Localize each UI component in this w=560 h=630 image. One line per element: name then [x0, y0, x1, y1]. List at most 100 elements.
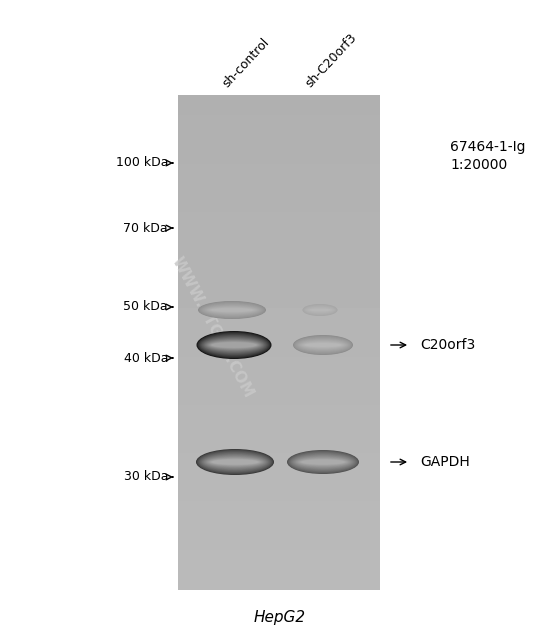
Ellipse shape: [199, 452, 270, 472]
Ellipse shape: [305, 306, 335, 314]
Ellipse shape: [304, 343, 342, 347]
Ellipse shape: [304, 306, 336, 314]
Ellipse shape: [209, 458, 261, 466]
Ellipse shape: [207, 457, 263, 467]
Text: WWW.PTGAB.COM: WWW.PTGAB.COM: [169, 255, 256, 401]
Ellipse shape: [210, 459, 260, 466]
Ellipse shape: [298, 458, 348, 466]
Ellipse shape: [294, 455, 352, 468]
Ellipse shape: [292, 454, 354, 470]
Ellipse shape: [196, 449, 274, 475]
Ellipse shape: [203, 304, 261, 316]
Ellipse shape: [202, 304, 262, 316]
Ellipse shape: [306, 307, 334, 313]
Ellipse shape: [307, 307, 333, 312]
Text: GAPDH: GAPDH: [420, 455, 470, 469]
Ellipse shape: [298, 340, 348, 351]
Ellipse shape: [300, 459, 346, 465]
Ellipse shape: [198, 450, 272, 474]
Ellipse shape: [288, 452, 357, 472]
Ellipse shape: [304, 305, 337, 315]
Ellipse shape: [199, 302, 264, 318]
Ellipse shape: [303, 342, 343, 348]
Ellipse shape: [209, 341, 259, 349]
Ellipse shape: [302, 304, 338, 316]
Ellipse shape: [198, 333, 270, 357]
Ellipse shape: [199, 302, 265, 318]
Ellipse shape: [298, 339, 348, 351]
Text: 70 kDa: 70 kDa: [123, 222, 168, 234]
Ellipse shape: [308, 308, 332, 312]
Ellipse shape: [293, 455, 353, 469]
Text: 67464-1-Ig
1:20000: 67464-1-Ig 1:20000: [450, 140, 525, 173]
Ellipse shape: [297, 338, 349, 352]
Ellipse shape: [212, 342, 256, 348]
Ellipse shape: [287, 450, 359, 474]
Ellipse shape: [309, 309, 331, 311]
Ellipse shape: [199, 451, 272, 472]
Ellipse shape: [204, 455, 266, 469]
Ellipse shape: [211, 342, 258, 348]
Ellipse shape: [207, 457, 264, 467]
Ellipse shape: [200, 334, 268, 356]
Ellipse shape: [306, 307, 334, 313]
Ellipse shape: [212, 459, 258, 464]
Ellipse shape: [305, 306, 335, 314]
Ellipse shape: [205, 338, 263, 352]
Ellipse shape: [208, 307, 256, 313]
Ellipse shape: [204, 338, 264, 352]
Text: C20orf3: C20orf3: [420, 338, 475, 352]
Ellipse shape: [304, 305, 337, 315]
Ellipse shape: [207, 306, 257, 314]
Ellipse shape: [296, 338, 349, 352]
Ellipse shape: [300, 341, 346, 350]
Ellipse shape: [310, 309, 330, 311]
Ellipse shape: [296, 457, 350, 467]
Ellipse shape: [197, 331, 272, 359]
Ellipse shape: [297, 457, 348, 466]
Ellipse shape: [208, 307, 255, 313]
Ellipse shape: [202, 454, 268, 470]
Ellipse shape: [199, 333, 269, 357]
Ellipse shape: [207, 340, 260, 350]
Ellipse shape: [306, 307, 334, 313]
Ellipse shape: [210, 341, 258, 348]
Ellipse shape: [200, 453, 270, 471]
Ellipse shape: [208, 340, 260, 350]
Text: 100 kDa: 100 kDa: [115, 156, 168, 169]
Ellipse shape: [299, 459, 347, 466]
Ellipse shape: [293, 455, 353, 469]
Ellipse shape: [291, 454, 355, 471]
Ellipse shape: [210, 307, 254, 312]
Ellipse shape: [304, 343, 342, 348]
Ellipse shape: [290, 452, 357, 472]
Ellipse shape: [206, 456, 264, 467]
Text: sh-control: sh-control: [220, 36, 272, 90]
Ellipse shape: [305, 343, 341, 347]
Ellipse shape: [207, 340, 262, 351]
Ellipse shape: [288, 450, 358, 473]
Ellipse shape: [302, 341, 344, 348]
Ellipse shape: [198, 301, 266, 319]
Ellipse shape: [209, 307, 255, 312]
Ellipse shape: [295, 456, 351, 468]
Text: 40 kDa: 40 kDa: [124, 352, 168, 365]
Ellipse shape: [204, 455, 265, 468]
Ellipse shape: [201, 303, 263, 317]
Ellipse shape: [202, 336, 265, 353]
Ellipse shape: [303, 304, 337, 316]
Ellipse shape: [205, 306, 259, 315]
Ellipse shape: [203, 455, 267, 469]
Ellipse shape: [309, 308, 332, 312]
Text: 50 kDa: 50 kDa: [123, 301, 168, 314]
Ellipse shape: [305, 306, 335, 314]
Ellipse shape: [309, 309, 332, 312]
Ellipse shape: [301, 460, 344, 464]
Ellipse shape: [300, 340, 346, 350]
Ellipse shape: [301, 459, 346, 465]
Ellipse shape: [208, 458, 262, 466]
Ellipse shape: [206, 306, 258, 314]
Ellipse shape: [290, 453, 356, 471]
Ellipse shape: [301, 341, 345, 349]
Ellipse shape: [307, 307, 333, 312]
